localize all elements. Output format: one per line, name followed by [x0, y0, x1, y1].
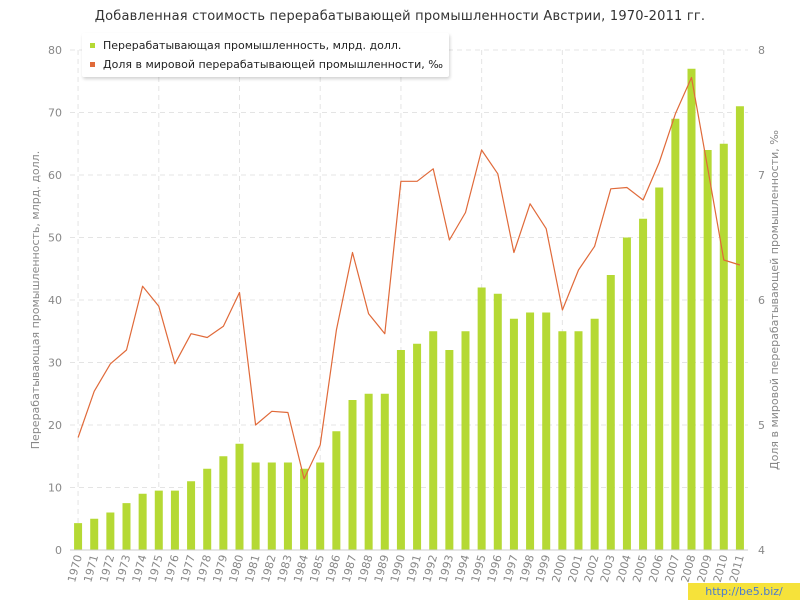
y-left-tick-label: 0: [55, 544, 62, 557]
legend-label-line: Доля в мировой перерабатывающей промышле…: [103, 58, 443, 71]
line-series: [77, 76, 741, 480]
bar: [300, 468, 309, 550]
bar: [332, 431, 341, 550]
bar: [477, 287, 486, 550]
bar: [396, 350, 405, 550]
bar: [606, 275, 615, 550]
bars-layer: [74, 68, 744, 550]
bar: [542, 312, 551, 550]
chart-title: Добавленная стоимость перерабатывающей п…: [94, 9, 706, 24]
watermark[interactable]: http://be5.biz/: [688, 583, 800, 600]
bar: [590, 318, 599, 550]
bar: [90, 518, 99, 550]
bar: [364, 393, 373, 550]
bar: [74, 523, 83, 550]
bar: [348, 400, 357, 550]
y-left-tick-label: 10: [48, 482, 62, 495]
bar: [655, 187, 664, 550]
bar: [461, 331, 470, 550]
bar: [558, 331, 567, 550]
legend: Перерабатывающая промышленность, млрд. д…: [82, 33, 449, 77]
bar: [719, 143, 728, 550]
legend-label-bars: Перерабатывающая промышленность, млрд. д…: [103, 39, 402, 52]
bar: [509, 318, 518, 550]
bar: [187, 481, 196, 550]
y-left-tick-label: 30: [48, 357, 62, 370]
bar: [735, 106, 744, 550]
y-right-tick-label: 5: [758, 419, 765, 432]
bar: [267, 462, 276, 550]
bar: [526, 312, 535, 550]
y-right-tick-label: 8: [758, 44, 765, 57]
legend-swatch-bars: [90, 43, 95, 48]
bar: [316, 462, 325, 550]
y-left-tick-label: 80: [48, 44, 62, 57]
bar: [203, 468, 212, 550]
bar: [429, 331, 438, 550]
bar: [574, 331, 583, 550]
y-right-tick-label: 4: [758, 544, 765, 557]
bar: [380, 393, 389, 550]
y-left-tick-label: 60: [48, 169, 62, 182]
bar: [235, 443, 244, 550]
bar: [122, 503, 131, 550]
bar: [639, 218, 648, 550]
bar: [671, 118, 680, 550]
bar: [219, 456, 228, 550]
bar: [154, 490, 163, 550]
legend-swatch-line: [90, 62, 95, 67]
y-left-tick-label: 70: [48, 107, 62, 120]
bar: [106, 512, 115, 550]
y-right-tick-label: 6: [758, 294, 765, 307]
bar: [138, 493, 147, 550]
legend-item-bars[interactable]: Перерабатывающая промышленность, млрд. д…: [88, 36, 443, 55]
y-left-tick-label: 50: [48, 232, 62, 245]
y-right-tick-label: 7: [758, 169, 765, 182]
bar: [622, 237, 631, 550]
bar: [703, 150, 712, 550]
bar: [170, 490, 179, 550]
bar: [251, 462, 260, 550]
y-left-tick-label: 40: [48, 294, 62, 307]
bar: [687, 68, 696, 550]
bar: [493, 293, 502, 550]
bar: [445, 350, 454, 550]
line-layer: [77, 76, 741, 480]
y-left-tick-label: 20: [48, 419, 62, 432]
y-axis-left-title: Перерабатывающая промышленность, млрд. д…: [29, 151, 42, 449]
bar: [413, 343, 422, 550]
bar: [283, 462, 292, 550]
y-axis-right-title: Доля в мировой перерабатывающей промышле…: [768, 130, 781, 470]
legend-item-line[interactable]: Доля в мировой перерабатывающей промышле…: [88, 55, 443, 74]
